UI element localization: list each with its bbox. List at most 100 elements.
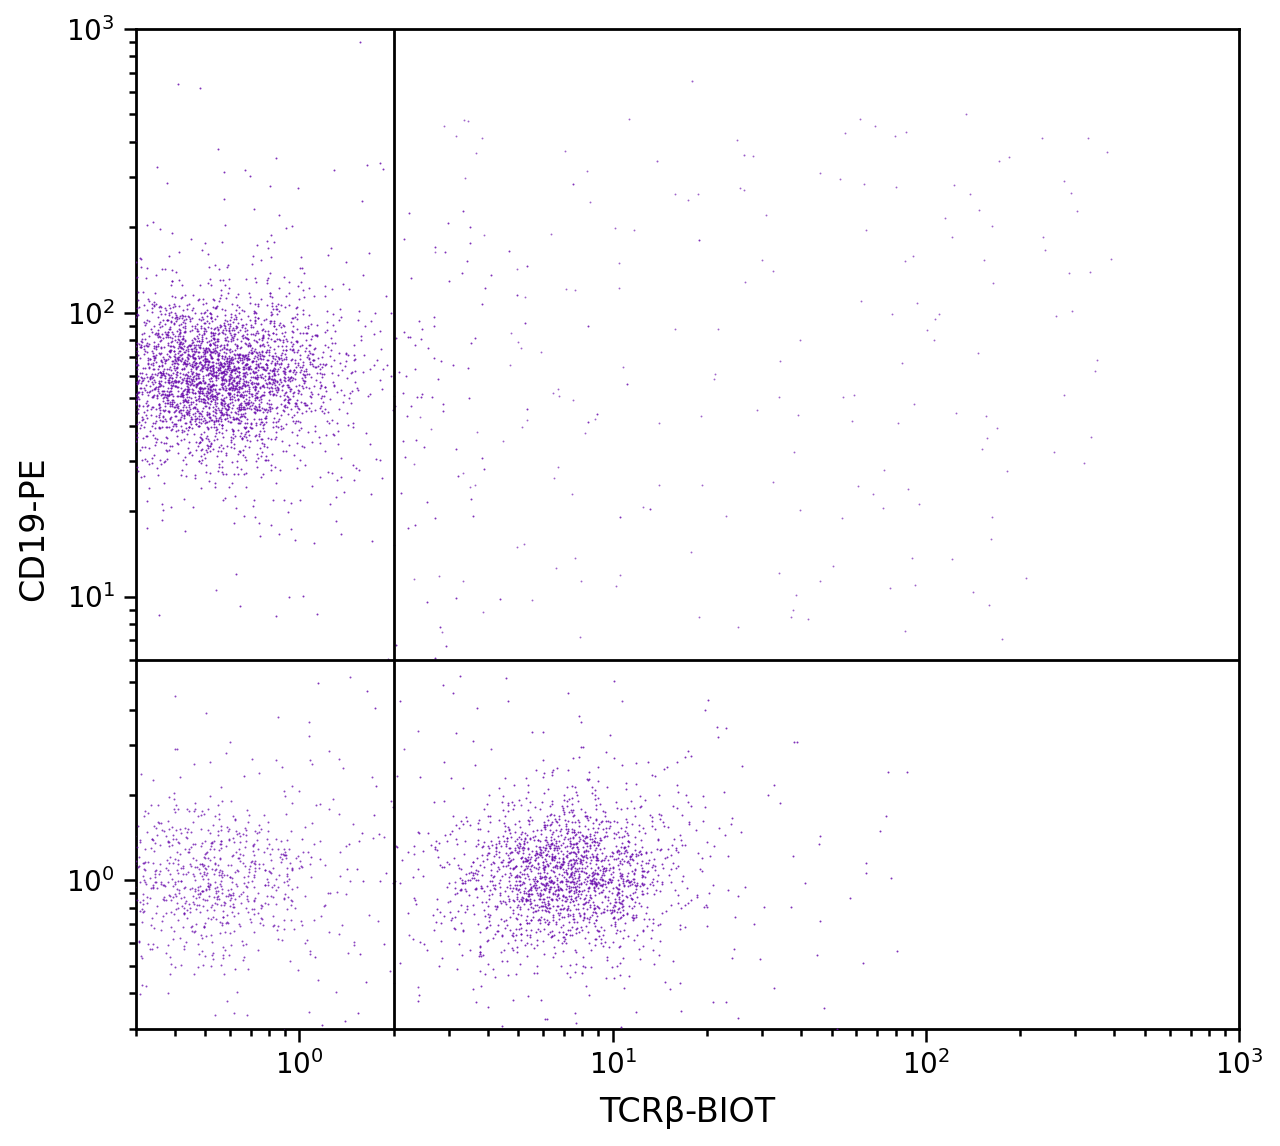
Point — [425, 238, 445, 257]
Point — [230, 401, 251, 419]
Point — [440, 903, 461, 921]
Point — [180, 413, 201, 431]
Point — [620, 856, 640, 874]
Point — [225, 391, 246, 409]
Point — [264, 361, 284, 379]
Point — [260, 338, 280, 356]
Point — [227, 345, 247, 363]
Point — [119, 906, 140, 925]
Point — [266, 380, 287, 399]
Point — [72, 733, 92, 752]
Point — [52, 259, 73, 277]
Point — [535, 866, 556, 885]
Point — [264, 314, 284, 332]
Point — [311, 387, 332, 406]
Point — [707, 717, 727, 736]
Point — [581, 778, 602, 796]
Point — [170, 845, 191, 863]
Point — [232, 378, 252, 397]
Point — [68, 270, 88, 289]
Point — [261, 295, 282, 313]
Point — [209, 325, 229, 344]
Point — [781, 897, 801, 916]
Point — [562, 485, 582, 503]
Point — [516, 884, 536, 902]
Point — [152, 401, 173, 419]
Point — [575, 929, 595, 948]
Point — [311, 402, 332, 421]
Point — [520, 856, 540, 874]
Point — [229, 372, 250, 391]
Point — [234, 367, 255, 385]
Point — [206, 421, 227, 439]
Point — [663, 830, 684, 848]
Point — [214, 896, 234, 915]
Point — [630, 877, 650, 895]
Point — [228, 322, 248, 340]
Point — [264, 916, 284, 934]
Point — [148, 374, 169, 392]
Point — [142, 854, 163, 872]
Point — [657, 759, 677, 777]
Point — [486, 862, 507, 880]
Point — [160, 344, 180, 362]
Point — [540, 796, 561, 815]
Point — [150, 351, 170, 369]
Point — [609, 885, 630, 903]
Point — [179, 312, 200, 330]
Point — [165, 327, 186, 345]
Point — [268, 352, 288, 370]
Point — [289, 450, 310, 469]
Point — [1053, 385, 1074, 403]
Point — [211, 347, 232, 366]
Point — [207, 399, 228, 417]
Point — [511, 1025, 531, 1043]
Point — [412, 868, 433, 886]
Point — [275, 849, 296, 868]
Point — [266, 398, 287, 416]
Point — [233, 364, 253, 383]
Point — [113, 847, 133, 865]
Point — [635, 868, 655, 886]
Point — [128, 367, 148, 385]
Point — [202, 834, 223, 853]
Point — [570, 870, 590, 888]
Point — [301, 383, 321, 401]
Point — [207, 346, 228, 364]
Point — [507, 910, 527, 928]
Point — [157, 311, 178, 329]
Point — [261, 375, 282, 393]
Point — [120, 347, 141, 366]
Point — [282, 408, 302, 426]
Point — [204, 320, 224, 338]
Point — [178, 367, 198, 385]
Point — [179, 418, 200, 437]
Point — [300, 945, 320, 964]
Point — [195, 379, 215, 398]
Point — [246, 362, 266, 380]
Point — [253, 328, 274, 346]
Point — [264, 362, 284, 380]
Point — [192, 384, 212, 402]
Point — [106, 311, 127, 329]
Point — [566, 847, 586, 865]
Point — [625, 861, 645, 879]
Point — [612, 818, 632, 837]
Point — [265, 350, 285, 368]
Point — [227, 374, 247, 392]
Point — [460, 816, 480, 834]
Point — [566, 874, 586, 893]
Point — [179, 383, 200, 401]
Point — [200, 304, 220, 322]
Point — [362, 768, 383, 786]
Point — [561, 866, 581, 885]
Point — [59, 268, 79, 286]
Point — [622, 890, 643, 909]
Point — [145, 862, 165, 880]
Point — [76, 460, 96, 478]
Point — [134, 861, 155, 879]
Point — [471, 976, 492, 995]
Point — [209, 366, 229, 384]
Point — [200, 403, 220, 422]
Point — [147, 325, 168, 344]
